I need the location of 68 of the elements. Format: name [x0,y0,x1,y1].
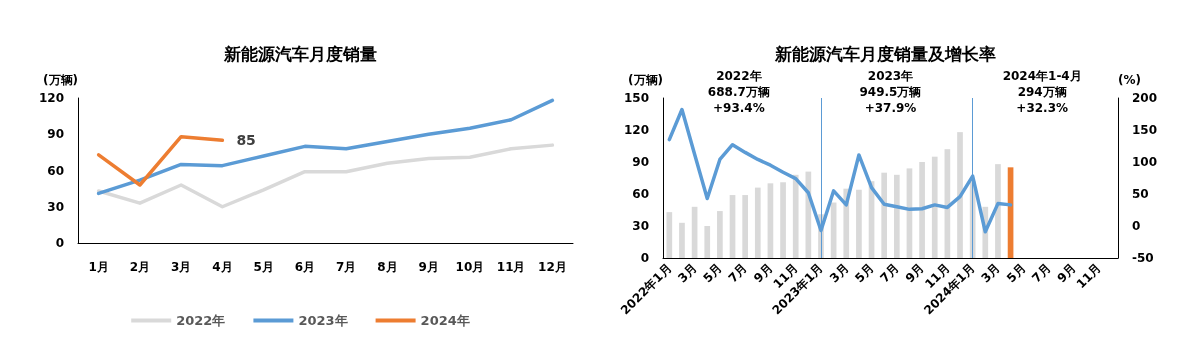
x-tick-label: 7月 [1029,261,1054,286]
x-tick-label: 3月 [826,261,852,286]
x-tick-label: 11月 [496,260,526,274]
legend-label: 2022年 [176,313,226,328]
bar [742,195,748,258]
bar [893,174,900,258]
bar [679,222,685,258]
y-tick-label: 0 [55,236,64,250]
annotation: 2022年 688.7万辆 +93.4% [707,69,770,115]
x-tick-label: 5月 [1003,261,1029,286]
line-series [96,134,225,187]
y-tick-label: 150 [623,91,649,105]
y-axis-title: (万辆) [43,73,78,87]
chart-title: 新能源汽车月度销量 [223,43,377,64]
bar [754,187,761,258]
y-tick-label: 120 [623,123,649,137]
y-tick-label: 30 [47,199,64,214]
x-tick-label: 7月 [877,261,902,286]
y-tick-label: 30 [632,219,649,233]
annotation: 2023年 949.5万辆 +37.9% [859,69,922,115]
x-tick-label: 4月 [212,260,233,274]
y-tick-label: 90 [632,155,649,169]
x-tick-label: 6月 [294,260,316,274]
line-series [96,98,555,196]
y2-axis-title: (%) [1118,73,1141,87]
bar [792,174,799,258]
x-tick-label: 9月 [418,260,439,274]
bar [666,212,673,258]
x-tick-label: 1月 [88,260,109,274]
y2-tick-label: 50 [1132,187,1149,201]
x-tick-label: 7月 [335,260,357,274]
x-tick-label: 3月 [675,261,700,286]
x-tick-label: 3月 [170,260,192,274]
bar [856,189,862,258]
chart-title: 新能源汽车月度销量及增长率 [774,43,996,64]
y2-tick-label: -50 [1132,251,1154,265]
y2-tick-label: 200 [1132,91,1158,105]
x-tick-label: 3月 [978,261,1003,286]
y2-tick-label: 150 [1132,123,1158,137]
x-tick-label: 8月 [377,260,398,274]
y-axis-title: (万辆) [628,73,663,87]
y-tick-label: 60 [47,163,64,178]
x-tick-label: 12月 [538,260,567,274]
x-tick-label: 7月 [725,261,751,286]
y2-tick-label: 100 [1132,155,1158,169]
data-label: 85 [236,132,256,149]
bar [919,162,925,258]
bar [717,211,723,258]
line-series [96,143,555,209]
annotation: 2024年1-4月 294万辆 +32.3% [1002,69,1082,115]
legend-label: 2023年 [298,313,348,328]
y2-tick-label: 0 [1132,219,1141,233]
bar [881,172,888,258]
y-tick-label: 0 [640,251,649,265]
bar [957,132,963,258]
x-tick-label: 10月 [455,260,485,274]
x-tick-label: 5月 [253,260,274,274]
y-tick-label: 120 [38,91,64,105]
y-tick-label: 90 [47,127,64,142]
y-tick-label: 60 [632,187,649,201]
bar [931,156,938,258]
bar [780,182,786,258]
x-tick-label: 5月 [852,261,877,286]
x-tick-label: 2月 [129,260,151,274]
bar [704,226,711,258]
legend-label: 2024年 [420,313,470,328]
bar [995,164,1001,258]
x-tick-label: 5月 [700,261,725,286]
